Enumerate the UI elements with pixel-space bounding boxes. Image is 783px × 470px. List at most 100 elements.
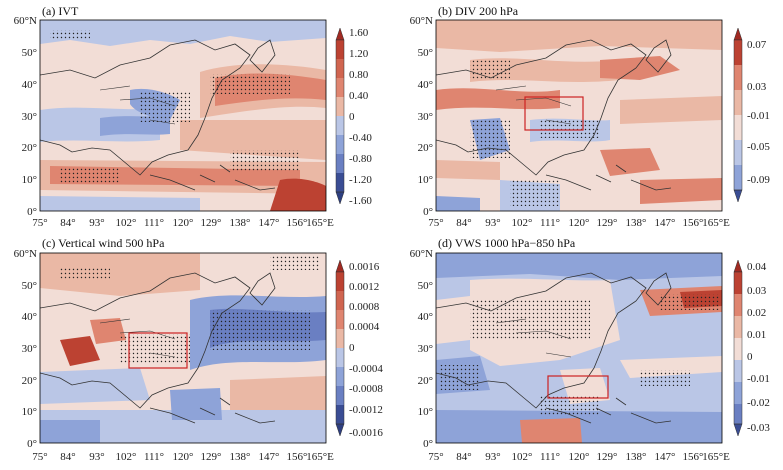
colorbar-tick: -0.03 (747, 422, 770, 434)
colorbar-tick: -0.40 (349, 132, 372, 144)
x-tick-label: 75° (32, 451, 47, 463)
x-tick-label: 147° (259, 217, 280, 229)
map-field (40, 20, 326, 211)
y-tick-label: 0° (423, 206, 433, 218)
y-tick-label: 60°N (410, 248, 433, 260)
x-tick-label: 102° (116, 217, 137, 229)
x-tick-label: 102° (116, 451, 137, 463)
panel-vws-1000-850: (d) VWS 1000 hPa−850 hPa 60 (410, 236, 771, 463)
x-axis: 75° 84° 93° 102° 111° 120° 129° 138° 147… (428, 217, 730, 229)
x-tick-label: 156° (683, 217, 704, 229)
x-tick-label: 156° (287, 217, 308, 229)
x-tick-label: 156° (287, 451, 308, 463)
x-tick-label: 111° (540, 451, 560, 463)
x-tick-label: 138° (230, 217, 251, 229)
x-tick-label: 75° (428, 451, 443, 463)
map-field (40, 253, 326, 443)
x-tick-label: 111° (540, 217, 560, 229)
colorbar-tick: 0.03 (747, 81, 767, 93)
x-tick-label: 93° (89, 451, 104, 463)
colorbar-tick: 0 (747, 351, 753, 363)
x-tick-label: 147° (655, 217, 676, 229)
y-tick-label: 50° (418, 280, 433, 292)
colorbar-tick: -0.0004 (349, 363, 383, 375)
colorbar-tick: -1.20 (349, 174, 372, 186)
x-axis: 75° 84° 93° 102° 111° 120° 129° 138° 147… (32, 451, 334, 463)
plot-frame (435, 19, 723, 212)
y-tick-label: 10° (22, 174, 37, 186)
x-tick-label: 84° (456, 217, 471, 229)
x-tick-label: 138° (626, 217, 647, 229)
panel-title: (b) DIV 200 hPa (438, 4, 519, 18)
colorbar-tick: 1.20 (349, 48, 369, 60)
y-tick-label: 10° (418, 406, 433, 418)
y-tick-label: 40° (22, 311, 37, 323)
colorbar-tick: -0.05 (747, 141, 770, 153)
x-tick-label: 102° (512, 217, 533, 229)
y-tick-label: 50° (22, 47, 37, 59)
y-tick-label: 30° (418, 111, 433, 123)
x-tick-label: 138° (626, 451, 647, 463)
panel-div-200: (b) DIV 200 hPa 60°N (410, 4, 771, 229)
colorbar-tick: 0.80 (349, 69, 369, 81)
y-tick-label: 50° (418, 47, 433, 59)
y-tick-label: 10° (418, 174, 433, 186)
x-tick-label: 84° (60, 451, 75, 463)
y-axis: 60°N 50° 40° 30° 20° 10° 0° (14, 248, 37, 450)
colorbar-tick: -0.09 (747, 174, 770, 186)
panel-vertical-wind-500: (c) Vertical wind 500 hPa 60°N (14, 236, 384, 463)
colorbar: 0.04 0.03 0.02 0.01 0 -0.01 -0.02 -0.03 (733, 259, 770, 437)
x-tick-label: 129° (597, 451, 618, 463)
x-tick-label: 129° (201, 451, 222, 463)
y-tick-label: 30° (22, 343, 37, 355)
y-tick-label: 0° (27, 438, 37, 450)
x-tick-label: 165°E (306, 217, 334, 229)
colorbar-tick: 0.01 (747, 329, 766, 341)
x-axis: 75° 84° 93° 102° 111° 120° 129° 138° 147… (428, 451, 730, 463)
y-tick-label: 20° (22, 142, 37, 154)
colorbar-tick: -0.80 (349, 153, 372, 165)
x-tick-label: 147° (655, 451, 676, 463)
y-tick-label: 30° (418, 343, 433, 355)
map-field (436, 20, 722, 211)
x-tick-label: 93° (485, 217, 500, 229)
plot-frame (435, 252, 723, 444)
y-tick-label: 60°N (14, 15, 37, 27)
y-tick-label: 10° (22, 406, 37, 418)
colorbar-tick: -0.02 (747, 397, 770, 409)
x-tick-label: 102° (512, 451, 533, 463)
colorbar-tick: 0.02 (747, 307, 766, 319)
colorbar-tick: 0.0008 (349, 301, 380, 313)
y-axis: 60°N 50° 40° 30° 20° 10° 0° (410, 248, 433, 450)
colorbar: 1.60 1.20 0.80 0.40 0 -0.40 -0.80 -1.20 … (335, 27, 372, 207)
x-tick-label: 93° (89, 217, 104, 229)
colorbar-tick: 0.0012 (349, 281, 379, 293)
highlight-box (128, 332, 188, 369)
plot-frame (39, 252, 327, 444)
x-tick-label: 138° (230, 451, 251, 463)
x-tick-label: 111° (144, 451, 164, 463)
map-field (436, 253, 722, 443)
y-tick-label: 60°N (410, 15, 433, 27)
colorbar-tick: -0.0012 (349, 404, 383, 416)
y-tick-label: 50° (22, 280, 37, 292)
highlight-box (547, 375, 609, 399)
x-tick-label: 120° (173, 217, 194, 229)
panel-title: (a) IVT (42, 4, 79, 18)
plot-frame (39, 19, 327, 212)
colorbar-tick: 0.04 (747, 261, 767, 273)
x-tick-label: 93° (485, 451, 500, 463)
x-tick-label: 165°E (702, 217, 730, 229)
panel-title: (d) VWS 1000 hPa−850 hPa (438, 236, 576, 250)
y-tick-label: 20° (418, 375, 433, 387)
y-axis: 60°N 50° 40° 30° 20° 10° 0° (14, 15, 37, 218)
x-tick-label: 120° (173, 451, 194, 463)
colorbar-tick: -0.01 (747, 373, 770, 385)
x-tick-label: 165°E (702, 451, 730, 463)
x-tick-label: 165°E (306, 451, 334, 463)
y-tick-label: 30° (22, 111, 37, 123)
x-tick-label: 84° (60, 217, 75, 229)
colorbar-tick: -0.01 (747, 110, 770, 122)
colorbar-tick: -1.60 (349, 195, 372, 207)
